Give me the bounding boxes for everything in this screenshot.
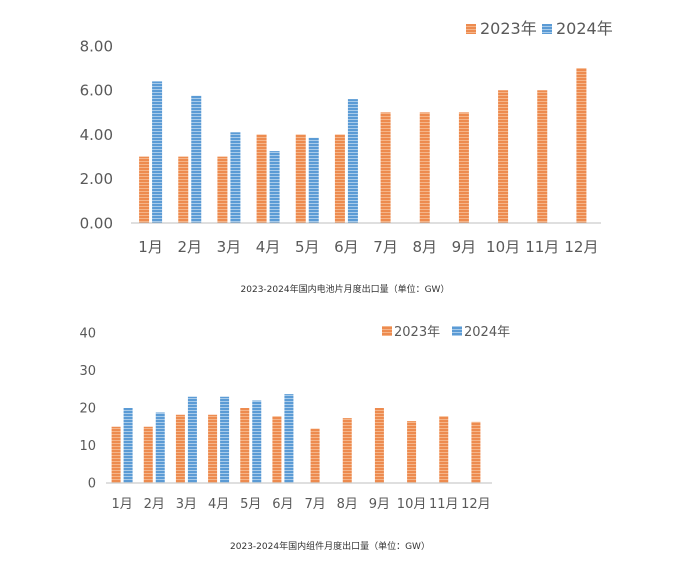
bar-2023 — [272, 416, 282, 483]
y-tick-label: 2.00 — [80, 170, 113, 188]
bar-2024 — [252, 400, 262, 483]
bar-2023 — [419, 112, 430, 223]
legend-swatch-2024 — [542, 24, 552, 34]
bar-2023 — [208, 414, 218, 483]
bar-2024 — [220, 396, 230, 483]
x-tick-label: 5月 — [240, 497, 261, 512]
bar-2023 — [380, 112, 391, 223]
x-tick-label: 11月 — [429, 497, 459, 512]
x-tick-label: 4月 — [208, 497, 229, 512]
y-tick-label: 10 — [79, 439, 96, 454]
bar-2024 — [123, 408, 133, 483]
y-tick-label: 0 — [88, 477, 96, 492]
bar-2024 — [187, 396, 197, 483]
x-tick-label: 8月 — [412, 238, 437, 256]
bar-2023 — [407, 421, 417, 483]
bar-2023 — [139, 156, 150, 223]
bar-2023 — [576, 68, 587, 223]
x-tick-label: 1月 — [111, 497, 132, 512]
bar-2023 — [471, 421, 481, 483]
y-tick-label: 4.00 — [80, 126, 113, 144]
bar-2023 — [217, 156, 228, 223]
x-tick-label: 3月 — [217, 238, 242, 256]
bar-2023 — [111, 426, 121, 483]
x-tick-label: 7月 — [304, 497, 325, 512]
bar-2024 — [230, 132, 241, 223]
x-tick-label: 9月 — [369, 497, 390, 512]
cell-chart-legend: 2023年 2024年 — [466, 19, 613, 38]
x-tick-label: 10月 — [486, 238, 520, 256]
bar-2024 — [347, 99, 358, 223]
y-tick-label: 30 — [79, 364, 96, 379]
y-tick-label: 40 — [79, 327, 96, 342]
bar-2023 — [240, 408, 250, 483]
bar-2024 — [152, 81, 163, 224]
legend-swatch-2024 — [452, 326, 462, 336]
bar-2024 — [269, 151, 280, 223]
x-tick-label: 9月 — [452, 238, 477, 256]
y-tick-label: 20 — [79, 402, 96, 417]
bar-2023 — [295, 134, 306, 223]
x-tick-label: 11月 — [525, 238, 559, 256]
bar-2024 — [308, 137, 319, 223]
bar-2024 — [284, 394, 294, 483]
module-chart-legend: 2023年 2024年 — [382, 325, 510, 340]
x-tick-label: 6月 — [272, 497, 293, 512]
bar-2023 — [175, 414, 185, 483]
bar-2023 — [256, 134, 267, 223]
x-tick-label: 12月 — [461, 497, 491, 512]
legend-label-2023: 2023年 — [394, 325, 440, 340]
bar-2024 — [155, 412, 165, 483]
x-tick-label: 6月 — [334, 238, 359, 256]
chart-caption: 2023-2024年国内组件月度出口量（单位：GW） — [230, 540, 430, 552]
chart-caption: 2023-2024年国内电池片月度出口量（单位：GW） — [241, 283, 450, 295]
bar-2023 — [498, 90, 509, 223]
legend-label-2024: 2024年 — [464, 325, 510, 340]
y-tick-label: 8.00 — [80, 37, 113, 55]
legend-swatch-2023 — [466, 24, 476, 34]
cell-export-chart: 2023年 2024年 0.00 2.00 4.00 6.00 8.00 1月 2月 3月 4… — [80, 19, 613, 295]
bar-2023 — [310, 428, 320, 483]
x-tick-label: 12月 — [564, 238, 598, 256]
bar-2024 — [191, 95, 202, 223]
x-tick-label: 3月 — [176, 497, 197, 512]
bar-2023 — [439, 416, 449, 483]
bar-2023 — [143, 426, 153, 483]
x-tick-label: 5月 — [295, 238, 320, 256]
module-export-chart: 2023年 2024年 0 10 20 30 40 1月 2月 3月 4月 5月 6月 7月 8月 9月… — [79, 325, 510, 552]
y-tick-label: 6.00 — [80, 82, 113, 100]
bar-2023 — [178, 156, 189, 223]
x-tick-label: 8月 — [337, 497, 358, 512]
y-tick-label: 0.00 — [80, 214, 113, 232]
x-tick-label: 10月 — [397, 497, 427, 512]
x-tick-label: 2月 — [144, 497, 165, 512]
bar-2023 — [374, 408, 384, 483]
x-tick-label: 4月 — [256, 238, 281, 256]
bar-2023 — [537, 90, 548, 223]
legend-swatch-2023 — [382, 326, 392, 336]
x-tick-label: 1月 — [138, 238, 163, 256]
legend-label-2024: 2024年 — [556, 19, 613, 38]
x-tick-label: 7月 — [373, 238, 398, 256]
x-tick-label: 2月 — [177, 238, 202, 256]
bar-2023 — [458, 112, 469, 223]
bar-2023 — [334, 134, 345, 223]
bar-2023 — [342, 418, 352, 483]
legend-label-2023: 2023年 — [480, 19, 537, 38]
